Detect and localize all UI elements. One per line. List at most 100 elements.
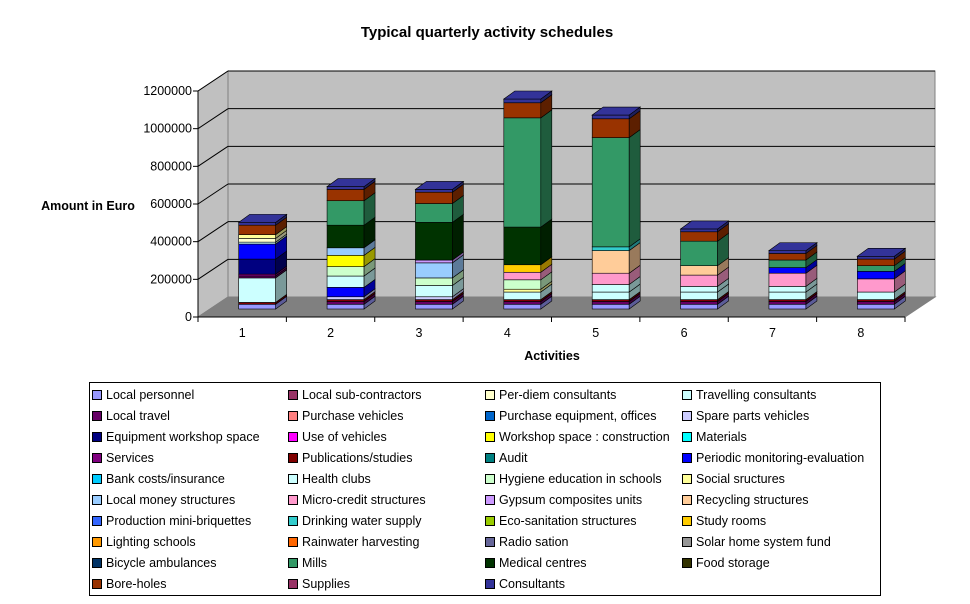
legend-label: Lighting schools xyxy=(106,535,196,549)
legend-label: Publications/studies xyxy=(302,451,413,465)
legend-item: Use of vehicles xyxy=(288,428,387,446)
bar-segment xyxy=(591,284,630,293)
plot-floor xyxy=(196,296,937,318)
legend-item: Audit xyxy=(485,449,528,467)
legend-swatch xyxy=(485,411,495,421)
bar-segment xyxy=(238,277,276,303)
bar-segment xyxy=(503,303,542,310)
legend-item: Local travel xyxy=(92,407,170,425)
x-tick-label: 8 xyxy=(857,326,864,340)
legend-swatch xyxy=(92,453,102,463)
bar-segment xyxy=(591,114,630,120)
legend-swatch xyxy=(288,516,298,526)
bar-segment xyxy=(326,224,365,249)
legend-swatch xyxy=(288,390,298,400)
bar-segment xyxy=(326,287,365,298)
legend-swatch xyxy=(485,558,495,568)
legend-label: Bicycle ambulances xyxy=(106,556,217,570)
legend-item: Gypsum composites units xyxy=(485,491,642,509)
legend-swatch xyxy=(92,474,102,484)
legend-item: Purchase vehicles xyxy=(288,407,403,425)
bar-segment xyxy=(680,291,718,300)
bar-top xyxy=(679,220,730,230)
legend-item: Local money structures xyxy=(92,491,235,509)
gridline xyxy=(197,221,229,243)
bar-segment xyxy=(857,291,895,300)
legend-item: Hygiene education in schools xyxy=(485,470,662,488)
bar-segment xyxy=(503,279,542,290)
bar-segment-side xyxy=(540,109,553,228)
y-tick-label: 600000 xyxy=(150,197,192,211)
legend-swatch xyxy=(92,537,102,547)
bar-segment xyxy=(503,117,542,228)
bar-top xyxy=(768,242,818,251)
bar-segment xyxy=(238,238,276,243)
bar-segment xyxy=(415,203,453,223)
bar-segment xyxy=(326,303,365,310)
gridline xyxy=(197,70,229,92)
bar-segment xyxy=(857,303,895,310)
y-tick-label: 0 xyxy=(185,310,192,324)
legend-label: Solar home system fund xyxy=(696,535,831,549)
bar-segment xyxy=(591,301,630,305)
legend-swatch xyxy=(485,390,495,400)
bar-segment xyxy=(238,243,276,260)
legend-label: Travelling consultants xyxy=(696,388,817,402)
legend-label: Materials xyxy=(696,430,747,444)
legend-swatch xyxy=(682,453,692,463)
bar-segment xyxy=(415,301,453,305)
legend-item: Eco-sanitation structures xyxy=(485,512,637,530)
legend-swatch xyxy=(682,495,692,505)
bar-segment xyxy=(238,258,276,275)
bar-segment xyxy=(680,231,718,242)
bar-segment xyxy=(680,286,718,293)
legend-item: Workshop space : construction xyxy=(485,428,670,446)
legend-label: Use of vehicles xyxy=(302,430,387,444)
legend-swatch xyxy=(682,474,692,484)
legend-swatch xyxy=(288,453,298,463)
legend-label: Rainwater harvesting xyxy=(302,535,420,549)
bar-segment xyxy=(591,246,630,251)
bar-segment xyxy=(238,234,276,239)
legend-label: Supplies xyxy=(302,577,350,591)
bar-segment xyxy=(415,277,453,286)
legend-item: Consultants xyxy=(485,575,565,593)
bar-segment xyxy=(415,191,453,204)
legend-label: Mills xyxy=(302,556,327,570)
bar-segment xyxy=(768,259,807,268)
gridline xyxy=(197,258,229,280)
legend-label: Bank costs/insurance xyxy=(106,472,225,486)
bar-segment xyxy=(326,296,365,300)
bar-segment xyxy=(326,275,365,288)
legend-label: Drinking water supply xyxy=(302,514,422,528)
bar-segment xyxy=(415,222,453,261)
legend-item: Social sructures xyxy=(682,470,785,488)
chart-title: Typical quarterly activity schedules xyxy=(361,24,613,41)
bar-segment xyxy=(238,303,276,310)
bar-top xyxy=(326,178,376,187)
legend-label: Social sructures xyxy=(696,472,785,486)
legend-swatch xyxy=(682,432,692,442)
legend-item: Materials xyxy=(682,428,747,446)
legend-swatch xyxy=(682,537,692,547)
legend-swatch xyxy=(485,495,495,505)
bar-segment xyxy=(503,226,542,266)
legend-item: Micro-credit structures xyxy=(288,491,426,509)
legend-label: Consultants xyxy=(499,577,566,591)
x-tick-label: 5 xyxy=(592,326,599,340)
x-tick-label: 1 xyxy=(239,326,246,340)
legend-label: Bore-holes xyxy=(106,577,167,591)
legend-swatch xyxy=(288,495,298,505)
legend-item: Rainwater harvesting xyxy=(288,533,419,551)
bar-segment xyxy=(680,274,718,287)
bar-segment xyxy=(326,301,365,305)
y-tick-label: 800000 xyxy=(150,159,192,173)
legend-label: Study rooms xyxy=(696,514,767,528)
y-tick-label: 400000 xyxy=(150,235,192,249)
legend-label: Purchase equipment, offices xyxy=(499,409,657,423)
legend-swatch xyxy=(288,411,298,421)
legend-item: Medical centres xyxy=(485,554,587,572)
legend-label: Hygiene education in schools xyxy=(499,472,662,486)
legend-item: Bank costs/insurance xyxy=(92,470,225,488)
legend-item: Services xyxy=(92,449,154,467)
